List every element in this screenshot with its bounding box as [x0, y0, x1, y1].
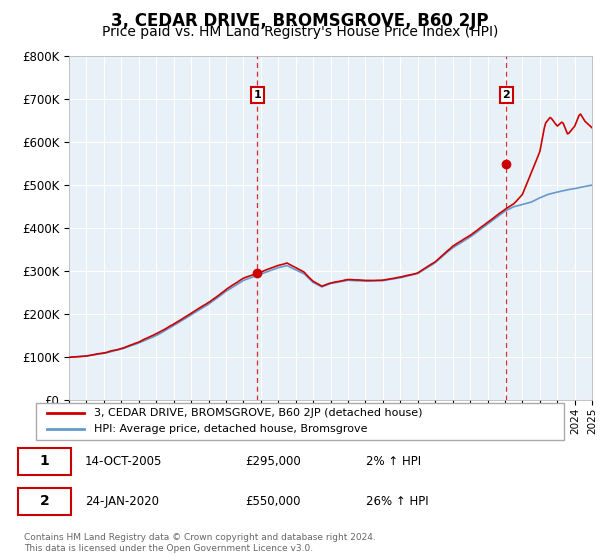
Text: £550,000: £550,000 [245, 495, 301, 508]
Text: 2% ↑ HPI: 2% ↑ HPI [366, 455, 421, 468]
Text: 26% ↑ HPI: 26% ↑ HPI [366, 495, 429, 508]
FancyBboxPatch shape [36, 403, 564, 440]
Text: 14-OCT-2005: 14-OCT-2005 [85, 455, 162, 468]
Text: 3, CEDAR DRIVE, BROMSGROVE, B60 2JP: 3, CEDAR DRIVE, BROMSGROVE, B60 2JP [111, 12, 489, 30]
FancyBboxPatch shape [19, 447, 71, 475]
Text: £295,000: £295,000 [245, 455, 301, 468]
FancyBboxPatch shape [19, 488, 71, 515]
Text: 3, CEDAR DRIVE, BROMSGROVE, B60 2JP (detached house): 3, CEDAR DRIVE, BROMSGROVE, B60 2JP (det… [94, 408, 422, 418]
Text: 1: 1 [253, 90, 261, 100]
Text: Contains HM Land Registry data © Crown copyright and database right 2024.
This d: Contains HM Land Registry data © Crown c… [24, 533, 376, 553]
Text: 24-JAN-2020: 24-JAN-2020 [85, 495, 159, 508]
Text: HPI: Average price, detached house, Bromsgrove: HPI: Average price, detached house, Brom… [94, 424, 368, 435]
Text: 1: 1 [40, 455, 50, 469]
Text: 2: 2 [502, 90, 510, 100]
Text: Price paid vs. HM Land Registry's House Price Index (HPI): Price paid vs. HM Land Registry's House … [102, 25, 498, 39]
Text: 2: 2 [40, 494, 50, 508]
